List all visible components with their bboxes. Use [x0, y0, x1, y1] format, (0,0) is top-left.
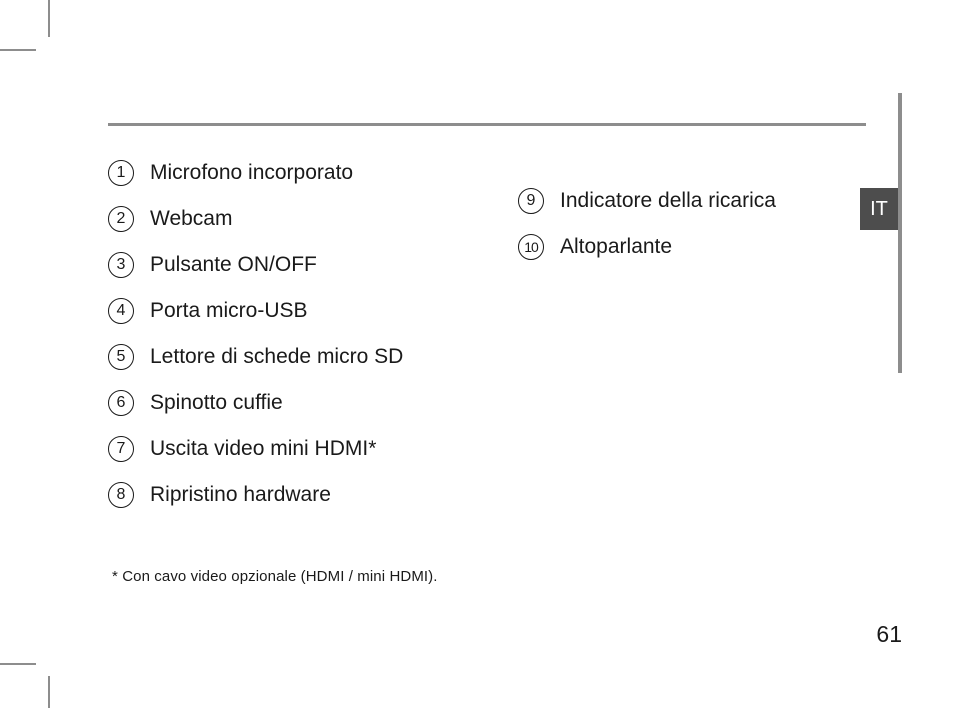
item-number-circle: 7 [108, 436, 134, 462]
language-code: IT [870, 198, 888, 221]
list-item: 3 Pulsante ON/OFF [108, 252, 458, 278]
list-item: 6 Spinotto cuffie [108, 390, 458, 416]
item-number-circle: 1 [108, 160, 134, 186]
item-label: Lettore di schede micro SD [150, 344, 403, 369]
left-column: 1 Microfono incorporato 2 Webcam 3 Pulsa… [108, 160, 458, 528]
item-label: Microfono incorporato [150, 160, 353, 185]
item-number-circle: 9 [518, 188, 544, 214]
item-label: Uscita video mini HDMI* [150, 436, 376, 461]
item-label: Webcam [150, 206, 232, 231]
right-edge-bar [898, 93, 902, 373]
item-number-circle: 2 [108, 206, 134, 232]
top-rule [108, 123, 866, 126]
crop-mark [48, 0, 50, 37]
item-label: Ripristino hardware [150, 482, 331, 507]
list-item: 10 Altoparlante [518, 234, 868, 260]
item-number-circle: 6 [108, 390, 134, 416]
item-label: Pulsante ON/OFF [150, 252, 317, 277]
list-item: 4 Porta micro-USB [108, 298, 458, 324]
item-number-circle: 4 [108, 298, 134, 324]
crop-mark [0, 663, 36, 665]
right-column: 9 Indicatore della ricarica 10 Altoparla… [518, 188, 868, 528]
list-item: 9 Indicatore della ricarica [518, 188, 868, 214]
list-item: 2 Webcam [108, 206, 458, 232]
item-label: Altoparlante [560, 234, 672, 259]
item-label: Spinotto cuffie [150, 390, 283, 415]
item-number-circle: 10 [518, 234, 544, 260]
feature-list: 1 Microfono incorporato 2 Webcam 3 Pulsa… [108, 160, 868, 528]
page-number: 61 [876, 621, 902, 648]
list-item: 5 Lettore di schede micro SD [108, 344, 458, 370]
item-label: Indicatore della ricarica [560, 188, 776, 213]
list-item: 8 Ripristino hardware [108, 482, 458, 508]
item-label: Porta micro-USB [150, 298, 308, 323]
list-item: 1 Microfono incorporato [108, 160, 458, 186]
crop-mark [48, 676, 50, 708]
footnote: * Con cavo video opzionale (HDMI / mini … [112, 568, 438, 585]
item-number-circle: 3 [108, 252, 134, 278]
crop-mark [0, 49, 36, 51]
item-number-circle: 8 [108, 482, 134, 508]
manual-page: IT 1 Microfono incorporato 2 Webcam 3 Pu… [0, 0, 964, 708]
item-number-circle: 5 [108, 344, 134, 370]
list-item: 7 Uscita video mini HDMI* [108, 436, 458, 462]
